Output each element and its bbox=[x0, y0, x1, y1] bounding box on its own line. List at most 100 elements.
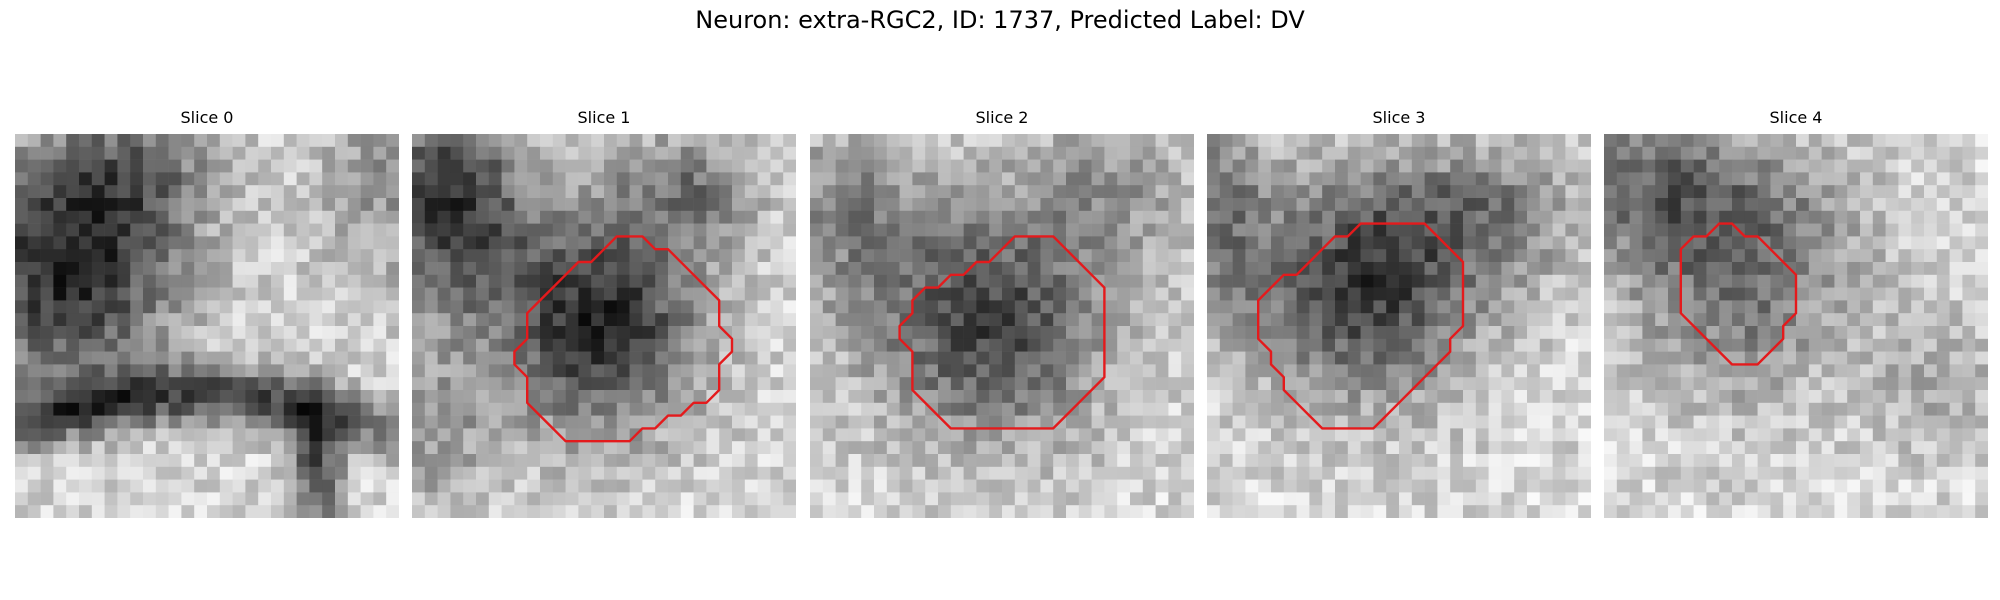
image-pixel bbox=[488, 441, 502, 455]
image-pixel bbox=[1347, 428, 1361, 442]
image-pixel bbox=[1911, 185, 1925, 199]
image-pixel bbox=[591, 466, 605, 480]
image-pixel bbox=[194, 274, 208, 288]
image-pixel bbox=[207, 134, 221, 148]
image-pixel bbox=[373, 415, 387, 429]
image-pixel bbox=[258, 479, 272, 493]
image-pixel bbox=[552, 338, 566, 352]
image-pixel bbox=[1860, 274, 1874, 288]
image-pixel bbox=[835, 172, 849, 186]
image-pixel bbox=[719, 505, 733, 518]
image-pixel bbox=[1283, 454, 1297, 468]
image-pixel bbox=[1142, 185, 1156, 199]
image-pixel bbox=[1949, 274, 1963, 288]
image-pixel bbox=[706, 210, 720, 224]
image-pixel bbox=[1360, 454, 1374, 468]
image-pixel bbox=[1898, 159, 1912, 173]
image-pixel bbox=[258, 364, 272, 378]
image-pixel bbox=[1860, 185, 1874, 199]
image-pixel bbox=[296, 198, 310, 212]
image-pixel bbox=[181, 428, 195, 442]
image-pixel bbox=[732, 326, 746, 340]
image-pixel bbox=[1181, 364, 1194, 378]
image-pixel bbox=[1475, 326, 1489, 340]
image-pixel bbox=[810, 377, 824, 391]
image-pixel bbox=[1399, 223, 1413, 237]
image-pixel bbox=[335, 338, 349, 352]
image-pixel bbox=[219, 185, 233, 199]
image-pixel bbox=[1655, 428, 1669, 442]
image-pixel bbox=[168, 159, 182, 173]
image-pixel bbox=[1604, 159, 1618, 173]
image-pixel bbox=[1040, 146, 1054, 160]
image-pixel bbox=[488, 262, 502, 276]
image-pixel bbox=[194, 223, 208, 237]
image-pixel bbox=[1040, 249, 1054, 263]
image-pixel bbox=[810, 466, 824, 480]
image-pixel bbox=[925, 466, 939, 480]
image-pixel bbox=[219, 415, 233, 429]
image-pixel bbox=[835, 428, 849, 442]
image-pixel bbox=[1514, 479, 1528, 493]
image-pixel bbox=[1053, 313, 1067, 327]
image-pixel bbox=[1565, 441, 1579, 455]
image-pixel bbox=[296, 134, 310, 148]
image-pixel bbox=[616, 249, 630, 263]
image-pixel bbox=[1475, 262, 1489, 276]
image-pixel bbox=[783, 479, 796, 493]
image-pixel bbox=[258, 146, 272, 160]
image-pixel bbox=[1066, 479, 1080, 493]
image-pixel bbox=[680, 492, 694, 506]
image-pixel bbox=[770, 492, 784, 506]
image-pixel bbox=[347, 159, 361, 173]
image-pixel bbox=[989, 492, 1003, 506]
image-pixel bbox=[604, 159, 618, 173]
image-pixel bbox=[822, 236, 836, 250]
image-pixel bbox=[1463, 146, 1477, 160]
image-pixel bbox=[642, 441, 656, 455]
image-pixel bbox=[463, 505, 477, 518]
image-pixel bbox=[1796, 134, 1810, 148]
image-pixel bbox=[1014, 134, 1028, 148]
image-pixel bbox=[1027, 313, 1041, 327]
image-pixel bbox=[989, 210, 1003, 224]
image-pixel bbox=[283, 364, 297, 378]
image-pixel bbox=[963, 236, 977, 250]
image-pixel bbox=[232, 415, 246, 429]
image-pixel bbox=[963, 313, 977, 327]
image-pixel bbox=[706, 466, 720, 480]
image-pixel bbox=[309, 262, 323, 276]
image-pixel bbox=[1655, 274, 1669, 288]
image-pixel bbox=[1155, 287, 1169, 301]
image-pixel bbox=[950, 210, 964, 224]
image-pixel bbox=[143, 466, 157, 480]
image-pixel bbox=[1424, 505, 1438, 518]
image-pixel bbox=[693, 159, 707, 173]
image-pixel bbox=[1501, 390, 1515, 404]
image-pixel bbox=[117, 274, 131, 288]
image-pixel bbox=[565, 338, 579, 352]
image-pixel bbox=[450, 338, 464, 352]
image-pixel bbox=[719, 338, 733, 352]
image-pixel bbox=[1463, 313, 1477, 327]
image-pixel bbox=[412, 402, 426, 416]
image-pixel bbox=[501, 466, 515, 480]
image-pixel bbox=[1347, 492, 1361, 506]
image-pixel bbox=[322, 415, 336, 429]
image-pixel bbox=[1924, 415, 1938, 429]
image-pixel bbox=[40, 441, 54, 455]
image-pixel bbox=[783, 364, 796, 378]
image-pixel bbox=[1078, 134, 1092, 148]
image-pixel bbox=[296, 249, 310, 263]
image-pixel bbox=[66, 159, 80, 173]
image-pixel bbox=[347, 172, 361, 186]
image-pixel bbox=[1437, 134, 1451, 148]
image-pixel bbox=[15, 441, 29, 455]
image-pixel bbox=[732, 274, 746, 288]
image-pixel bbox=[1373, 300, 1387, 314]
image-pixel bbox=[1411, 210, 1425, 224]
image-pixel bbox=[104, 274, 118, 288]
image-pixel bbox=[104, 326, 118, 340]
image-pixel bbox=[1706, 364, 1720, 378]
image-pixel bbox=[1360, 274, 1374, 288]
